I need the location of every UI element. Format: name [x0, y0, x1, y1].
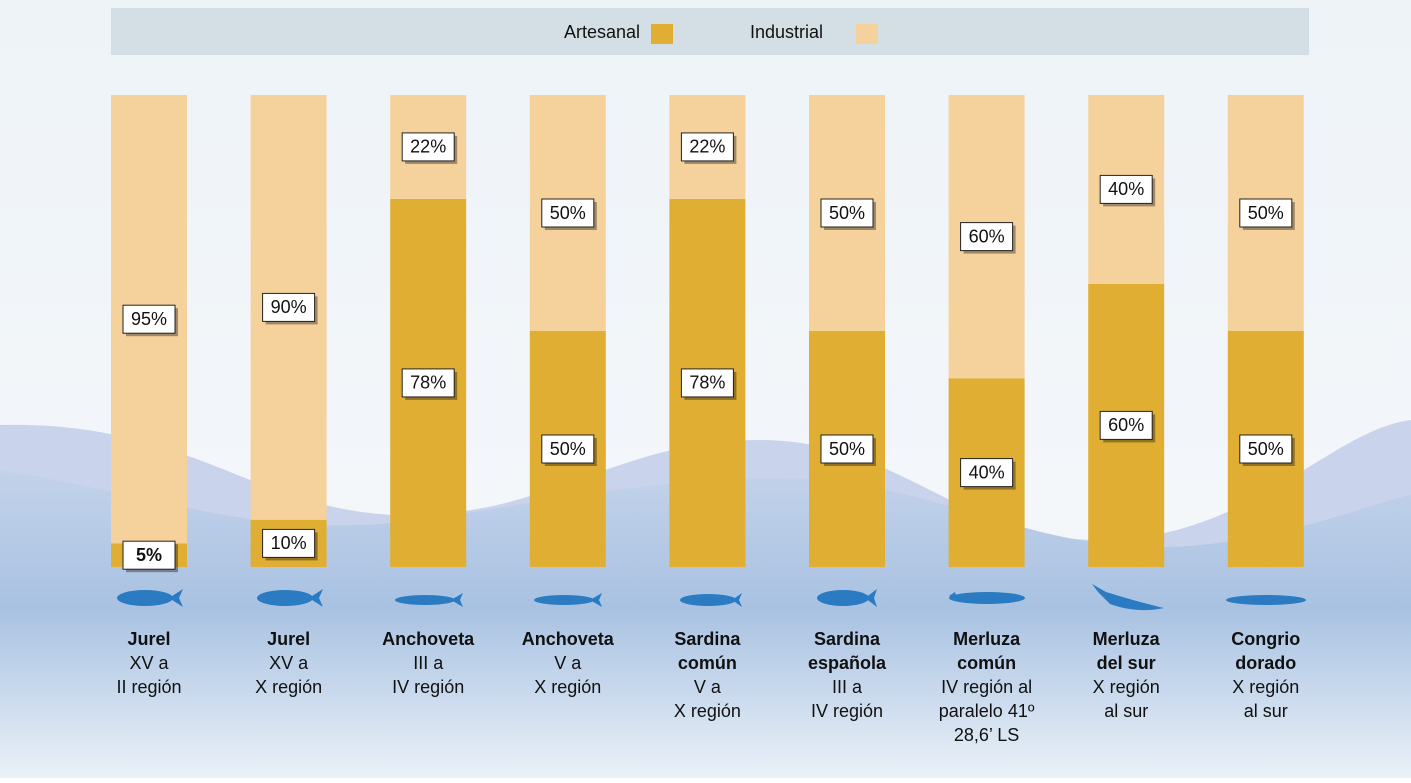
value-label: 78%: [681, 369, 736, 400]
legend-label: Artesanal: [564, 22, 640, 42]
category-region: IV región al: [941, 677, 1032, 697]
value-label-text: 50%: [1248, 203, 1284, 223]
value-label-text: 40%: [1108, 179, 1144, 199]
value-label-text: 40%: [969, 462, 1005, 482]
category-region: X región: [534, 677, 601, 697]
category-region: paralelo 41º: [939, 701, 1035, 721]
category-region: V a: [554, 653, 582, 673]
category-name: española: [808, 653, 887, 673]
chart: Artesanal Industrial 5% 95% Jurel XV a II regi…: [0, 0, 1411, 778]
value-label: 50%: [821, 435, 876, 466]
value-label-text: 90%: [271, 297, 307, 317]
category-region: al sur: [1244, 701, 1288, 721]
category-name: Merluza: [953, 629, 1021, 649]
value-label-text: 50%: [550, 439, 586, 459]
category-region: X región: [674, 701, 741, 721]
category-name: común: [957, 653, 1016, 673]
value-label: 78%: [402, 369, 457, 400]
category-region: IV región: [392, 677, 464, 697]
value-label: 60%: [1100, 411, 1155, 442]
category-region: X región: [1232, 677, 1299, 697]
value-label: 22%: [402, 133, 457, 164]
page: Artesanal Industrial 5% 95% Jurel XV a II regi…: [0, 0, 1411, 783]
value-label: 22%: [681, 133, 736, 164]
value-label-text: 50%: [829, 203, 865, 223]
value-label: 50%: [1240, 435, 1295, 466]
category-name: Jurel: [267, 629, 310, 649]
value-label: 40%: [961, 459, 1016, 490]
value-label-text: 5%: [136, 545, 162, 565]
value-label-text: 50%: [550, 203, 586, 223]
legend-swatch: [856, 24, 878, 44]
category-region: III a: [832, 677, 863, 697]
category-region: al sur: [1104, 701, 1148, 721]
category-region: X región: [1093, 677, 1160, 697]
value-label-text: 60%: [969, 226, 1005, 246]
category-name: Merluza: [1093, 629, 1161, 649]
category-name: del sur: [1097, 653, 1156, 673]
category-region: III a: [413, 653, 444, 673]
value-label: 90%: [263, 293, 318, 324]
legend-swatch: [651, 24, 673, 44]
category-name: Congrio: [1231, 629, 1300, 649]
legend-bar: [111, 8, 1309, 55]
value-label: 50%: [542, 199, 597, 230]
category-name: dorado: [1235, 653, 1296, 673]
value-label-text: 22%: [689, 137, 725, 157]
value-label-text: 50%: [829, 439, 865, 459]
category-region: XV a: [269, 653, 309, 673]
legend-label: Industrial: [750, 22, 823, 42]
category-region: V a: [694, 677, 722, 697]
value-label-text: 95%: [131, 309, 167, 329]
value-label-text: 60%: [1108, 415, 1144, 435]
category-region: X región: [255, 677, 322, 697]
category-name: Anchoveta: [382, 629, 475, 649]
value-label-text: 78%: [410, 373, 446, 393]
category-name: común: [678, 653, 737, 673]
category-region: II región: [116, 677, 181, 697]
value-label: 5%: [123, 541, 178, 572]
value-label: 50%: [821, 199, 876, 230]
category-region: XV a: [129, 653, 169, 673]
category-region: IV región: [811, 701, 883, 721]
value-label-text: 22%: [410, 137, 446, 157]
value-label: 50%: [542, 435, 597, 466]
value-label: 10%: [263, 529, 318, 560]
value-label: 40%: [1100, 175, 1155, 206]
value-label: 60%: [961, 223, 1016, 254]
value-label: 95%: [123, 305, 178, 336]
value-label-text: 50%: [1248, 439, 1284, 459]
category-name: Sardina: [814, 629, 881, 649]
category-name: Anchoveta: [522, 629, 615, 649]
category-name: Sardina: [674, 629, 741, 649]
value-label: 50%: [1240, 199, 1295, 230]
value-label-text: 78%: [689, 373, 725, 393]
value-label-text: 10%: [271, 533, 307, 553]
category-region: 28,6’ LS: [954, 725, 1019, 745]
category-name: Jurel: [127, 629, 170, 649]
